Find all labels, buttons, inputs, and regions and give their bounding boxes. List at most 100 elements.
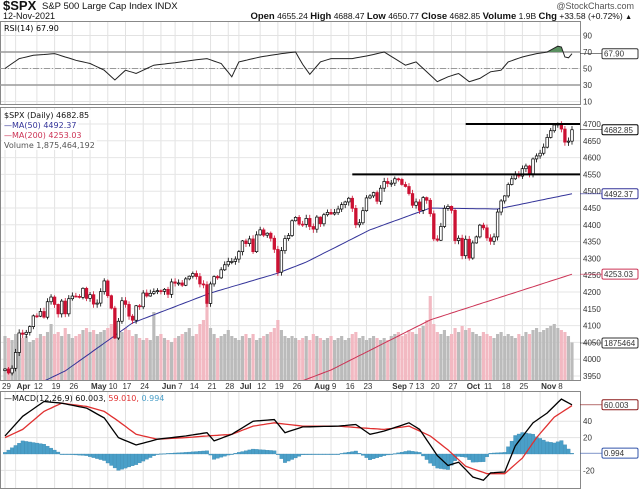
candle — [116, 320, 121, 339]
macd-histogram-bar — [538, 438, 543, 455]
macd-histogram-bar — [236, 452, 241, 455]
volume-bar — [566, 336, 571, 380]
candle — [276, 248, 280, 273]
candle — [120, 300, 124, 322]
candle — [552, 124, 556, 132]
candle — [456, 237, 461, 241]
volume-bar — [201, 320, 206, 380]
macd-histogram-bar — [197, 451, 202, 455]
macd-histogram-bar — [98, 453, 103, 460]
macd-histogram-bar — [116, 453, 121, 471]
volume-bar — [393, 334, 397, 380]
candle — [570, 129, 574, 142]
macd-histogram-bar — [570, 453, 574, 455]
macd-histogram-bar — [3, 452, 7, 455]
macd-histogram-bar — [410, 451, 415, 455]
candle — [393, 178, 397, 184]
candle — [38, 311, 43, 317]
candle — [159, 290, 163, 293]
candle — [329, 212, 333, 215]
price-tick-label: 4300 — [583, 254, 601, 263]
macd-histogram-bar — [222, 453, 227, 457]
rsi-tick-label: 50 — [583, 65, 592, 74]
security-name: S&P 500 Large Cap Index INDX — [42, 2, 178, 12]
close-last-value-box — [601, 124, 639, 136]
date-label: 23 — [363, 382, 372, 391]
macd-histogram-bar — [109, 453, 114, 466]
volume-bar — [265, 334, 269, 380]
macd-histogram-bar — [424, 453, 429, 460]
candle — [311, 226, 315, 230]
price-plot — [3, 121, 580, 380]
macd-histogram-bar — [105, 453, 110, 464]
volume-bar — [421, 326, 425, 380]
volume-bar — [244, 334, 248, 380]
price-tick-label: 4550 — [583, 170, 601, 179]
date-label: 29 — [2, 382, 11, 391]
volume-bar — [286, 338, 291, 380]
candle — [88, 294, 92, 299]
macd-histogram-bar — [38, 443, 43, 455]
date-label: 8 — [558, 382, 563, 391]
candle — [499, 200, 503, 213]
volume-bar — [70, 338, 74, 380]
volume-bar — [31, 340, 35, 380]
volume-bar — [198, 324, 202, 380]
volume-bar — [127, 330, 131, 380]
macd-histogram-bar — [52, 449, 57, 455]
volume-bar — [488, 336, 493, 380]
volume-bar — [467, 328, 471, 380]
macd-histogram-bar — [527, 433, 532, 455]
volume-bar — [545, 328, 549, 380]
date-label: 20 — [431, 382, 440, 391]
histogram-legend-value: 0.994 — [141, 394, 164, 403]
macd-last-value: 60.003 — [604, 401, 629, 410]
macd-histogram-bar — [120, 453, 124, 470]
volume-bar — [205, 300, 209, 380]
volume-bar — [559, 330, 563, 380]
open-label: Open — [250, 11, 275, 22]
macd-histogram-bar — [339, 453, 344, 455]
macd-histogram-bar — [382, 453, 387, 456]
macd-histogram-bar — [346, 452, 351, 455]
macd-histogram-bar — [205, 450, 209, 455]
rsi-tick-label: 70 — [583, 48, 592, 57]
candle — [396, 178, 401, 181]
macd-histogram-bar — [73, 453, 78, 456]
macd-histogram-bar — [318, 453, 323, 455]
candle — [403, 184, 408, 187]
candle — [230, 261, 234, 263]
volume-bar — [556, 328, 560, 380]
candle — [237, 251, 241, 260]
volume-bar — [400, 336, 404, 380]
macd-histogram-bar — [63, 453, 68, 455]
macd-histogram-bar — [77, 453, 82, 456]
candle — [506, 184, 510, 197]
macd-line — [4, 398, 573, 481]
macd-histogram-bar — [417, 452, 422, 455]
macd-histogram-bar — [261, 449, 266, 455]
volume-bar — [347, 338, 351, 380]
volume-bar — [336, 338, 340, 380]
candle — [240, 240, 245, 253]
macd-histogram-bar — [272, 450, 277, 455]
volume-bar — [294, 338, 298, 380]
volume-bar — [247, 338, 252, 380]
close-label: Close — [421, 11, 448, 22]
candle — [531, 158, 535, 175]
price-tick-label: 4650 — [583, 137, 601, 146]
candle — [354, 207, 358, 226]
candle — [400, 179, 404, 185]
date-label: Aug — [314, 382, 330, 391]
macd-histogram-bar — [95, 453, 100, 459]
date-label: Jul — [240, 382, 252, 391]
date-label: 26 — [69, 382, 78, 391]
volume-bar — [478, 336, 482, 380]
macd-histogram-bar — [283, 453, 287, 463]
close-value: 4682.85 — [449, 11, 481, 21]
volume-bar — [301, 338, 305, 380]
candle — [201, 283, 206, 286]
rsi-tick-label: 30 — [583, 81, 592, 90]
volume-bar — [499, 332, 503, 380]
candle — [123, 300, 128, 305]
